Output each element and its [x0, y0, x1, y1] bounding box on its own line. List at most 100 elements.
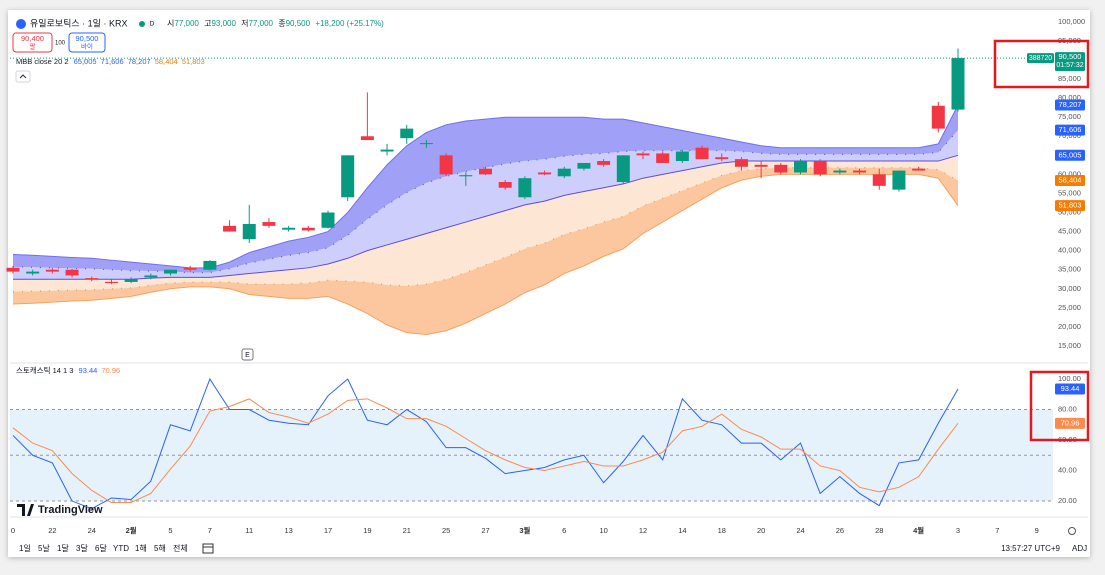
sell-button[interactable]: 90,400 팔: [12, 32, 53, 53]
ohlc-value: 77,000: [249, 19, 274, 28]
price-label-bg: [1055, 417, 1085, 429]
ohlc-label: 종: [278, 19, 285, 28]
price-label-bg: [1055, 383, 1085, 395]
candle-body: [774, 164, 788, 173]
period-button[interactable]: 5해: [154, 543, 166, 553]
candle-body: [144, 275, 158, 278]
candle-body: [695, 147, 709, 160]
x-tick-label: 20: [757, 526, 765, 535]
badge: D: [150, 21, 155, 28]
y-tick-label: 80.00: [1058, 405, 1077, 414]
band-fill: [13, 130, 958, 280]
candle-body: [380, 149, 394, 152]
ohlc-label: 고: [204, 19, 211, 28]
x-tick-label: 6: [562, 526, 566, 535]
price-label: 65,005: [1059, 150, 1082, 159]
candle-body: [459, 175, 473, 177]
volume-bg: [1027, 53, 1054, 64]
legend-value: 51,803: [182, 57, 205, 66]
clock: 13:57:27 UTC+9: [1001, 544, 1060, 553]
band-fill: [13, 104, 958, 273]
y-tick-label: 70,000: [1058, 131, 1081, 140]
stoch-legend: 스토캐스틱 14 1 3 93.44 70.96: [16, 365, 120, 375]
buy-button[interactable]: 90,500 바이: [68, 32, 106, 53]
candle-body: [931, 105, 945, 129]
candle-body: [853, 170, 867, 173]
buy-price[interactable]: 90,500: [76, 34, 99, 43]
y-tick-label: 20.00: [1058, 496, 1077, 505]
date-range-button[interactable]: [202, 543, 214, 554]
y-tick-label: 50,000: [1058, 208, 1081, 217]
ohlc-label: 시: [167, 19, 174, 28]
stoch-line: [12, 398, 959, 504]
band-fill: [13, 167, 958, 335]
period-button[interactable]: 5날: [38, 543, 50, 553]
period-button[interactable]: 1달: [57, 544, 69, 553]
collapse-button[interactable]: [15, 70, 31, 83]
period-button[interactable]: 6달: [95, 544, 107, 553]
buy-label[interactable]: 바이: [81, 42, 93, 51]
marker-label[interactable]: E: [245, 352, 250, 359]
legend-value: 71,606: [101, 57, 124, 66]
candle-body: [45, 269, 59, 272]
badge-bg: [147, 19, 157, 29]
period-button[interactable]: 전체: [173, 543, 188, 553]
candle-body: [892, 170, 906, 190]
x-tick-label: 5: [168, 526, 172, 535]
candle-body: [715, 157, 729, 160]
candle-body: [518, 178, 532, 198]
candle-body: [439, 155, 453, 175]
candle-body: [26, 271, 40, 274]
legend-value: 78,207: [128, 57, 151, 66]
settings[interactable]: [1068, 527, 1076, 535]
x-tick-label: 7: [995, 526, 999, 535]
price-label: 70.96: [1061, 418, 1080, 427]
logo-icon: [16, 19, 26, 29]
price-label-bg: [1055, 124, 1085, 136]
candle-body: [813, 161, 827, 175]
highlight-box: [993, 39, 1090, 89]
x-tick-label: 11: [245, 526, 253, 535]
ohlc-label: 저: [241, 19, 248, 28]
adjust[interactable]: ADJ: [1072, 544, 1087, 553]
period-button[interactable]: YTD: [113, 544, 129, 553]
candle-body: [262, 222, 276, 226]
stoch-line: [12, 377, 959, 510]
quantity: 100: [55, 41, 66, 47]
legend-value: 70.96: [101, 366, 120, 375]
candle-body: [833, 170, 847, 173]
x-tick-label: 3: [956, 526, 960, 535]
x-tick-label: 4월: [913, 525, 924, 535]
period-button[interactable]: 1일: [19, 544, 31, 553]
candle-body: [597, 161, 611, 165]
period-button[interactable]: 3달: [76, 544, 88, 553]
candle-body: [301, 227, 315, 231]
sell-price[interactable]: 90,400: [21, 34, 44, 43]
price-label-bg: [1055, 174, 1085, 186]
candle-body: [656, 153, 670, 163]
y-tick-label: 100,000: [1058, 17, 1085, 26]
period-button[interactable]: 1해: [135, 543, 147, 553]
price-label: 78,207: [1059, 100, 1082, 109]
y-tick-label: 25,000: [1058, 303, 1081, 312]
y-tick-label: 40.00: [1058, 466, 1077, 475]
candle-body: [636, 153, 650, 156]
candle-body: [242, 223, 256, 240]
band: [10, 409, 1053, 502]
candle-body: [794, 161, 807, 173]
x-tick-label: 7: [208, 526, 212, 535]
candle-body: [6, 267, 20, 272]
candle-body: [912, 168, 926, 171]
sell-label[interactable]: 팔: [30, 43, 36, 51]
symbol-title: 유일로보틱스 · 1일 · KRX: [30, 17, 127, 28]
candle-body: [479, 168, 492, 175]
candle-body: [341, 155, 355, 198]
earnings-marker[interactable]: E: [241, 348, 254, 361]
price-label: 51,803: [1059, 201, 1082, 210]
candle-body: [321, 212, 335, 228]
candle-body: [872, 174, 886, 186]
x-tick-label: 26: [836, 526, 844, 535]
ohlc-value: 93,000: [211, 19, 236, 28]
x-tick-label: 25: [442, 526, 450, 535]
price-label-bg: [1055, 200, 1085, 212]
